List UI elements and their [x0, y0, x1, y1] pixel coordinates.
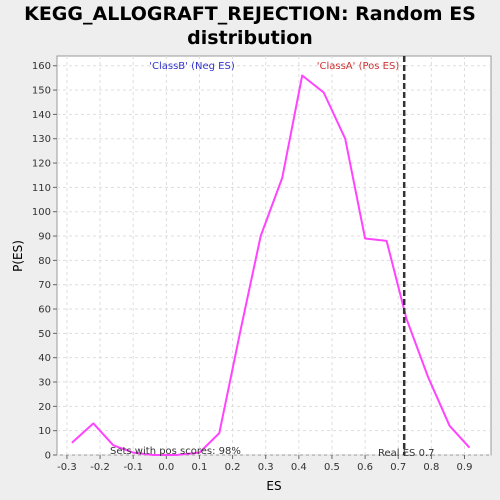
y-tick-label: 80	[38, 256, 51, 267]
x-tick-label: 0.8	[423, 462, 439, 473]
y-tick-label: 0	[45, 451, 51, 462]
y-tick-label: 50	[38, 329, 51, 340]
y-tick-label: 120	[32, 159, 51, 170]
x-tick-label: 0.2	[225, 462, 241, 473]
pos-class-label: 'ClassA' (Pos ES)	[317, 61, 400, 72]
y-tick-label: 90	[38, 232, 51, 243]
x-tick-label: 0.5	[324, 462, 340, 473]
x-tick-label: 0.6	[357, 462, 373, 473]
y-tick-label: 10	[38, 426, 51, 437]
y-tick-label: 40	[38, 353, 51, 364]
y-tick-label: 60	[38, 305, 51, 316]
y-tick-label: 140	[32, 110, 51, 121]
x-tick-label: 0.0	[158, 462, 174, 473]
real-es-label: Real ES 0.7	[378, 448, 434, 459]
x-tick-label: 0.1	[192, 462, 208, 473]
x-tick-label: 0.4	[291, 462, 307, 473]
y-tick-label: 20	[38, 402, 51, 413]
x-tick-label: -0.1	[123, 462, 143, 473]
y-tick-label: 100	[32, 207, 51, 218]
y-tick-label: 160	[32, 61, 51, 72]
x-axis-label: ES	[266, 479, 281, 493]
y-tick-label: 110	[32, 183, 51, 194]
neg-class-label: 'ClassB' (Neg ES)	[149, 61, 235, 72]
y-tick-label: 150	[32, 86, 51, 97]
y-axis-label: P(ES)	[11, 240, 25, 272]
x-tick-label: 0.7	[390, 462, 406, 473]
x-tick-label: 0.3	[258, 462, 274, 473]
x-tick-label: -0.2	[90, 462, 110, 473]
y-tick-label: 70	[38, 280, 51, 291]
x-tick-label: 0.9	[457, 462, 473, 473]
plot-area	[57, 56, 491, 455]
x-tick-label: -0.3	[57, 462, 77, 473]
y-tick-label: 30	[38, 378, 51, 389]
pos-scores-label: Sets with pos scores: 98%	[110, 446, 241, 457]
y-tick-label: 130	[32, 134, 51, 145]
